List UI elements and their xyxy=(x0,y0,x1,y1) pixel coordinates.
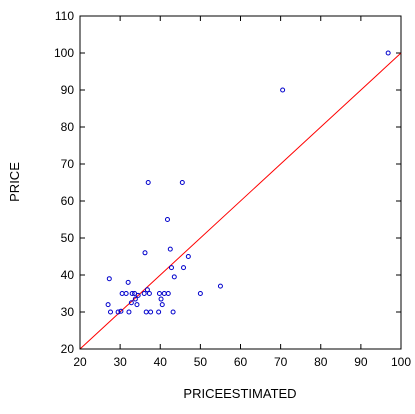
data-point xyxy=(105,302,111,308)
data-point xyxy=(181,265,187,271)
data-point xyxy=(146,291,152,296)
y-tick-label: 40 xyxy=(61,268,75,282)
y-tick-label: 90 xyxy=(61,83,75,97)
y-axis: 20 30 40 50 60 70 80 90 100 110 xyxy=(54,9,401,356)
y-tick-label: 60 xyxy=(61,194,75,208)
y-tick-label: 20 xyxy=(61,342,75,356)
data-point xyxy=(159,302,165,308)
data-point xyxy=(156,309,162,315)
y-axis-title: PRICE xyxy=(7,162,22,202)
data-point xyxy=(185,254,191,259)
data-point xyxy=(123,291,129,296)
data-point xyxy=(141,291,147,296)
data-point xyxy=(156,291,162,296)
data-point xyxy=(280,87,286,93)
data-point xyxy=(129,291,135,296)
data-point xyxy=(145,180,151,185)
plot-frame xyxy=(79,15,402,350)
x-tick-label: 60 xyxy=(234,355,248,369)
data-point xyxy=(119,291,125,296)
data-point xyxy=(161,291,167,296)
x-axis-title: PRICEESTIMATED xyxy=(183,386,296,401)
y-tick-label: 30 xyxy=(61,305,75,319)
x-tick-label: 20 xyxy=(73,355,87,369)
data-point xyxy=(167,246,173,252)
data-point xyxy=(385,50,391,56)
y-tick-label: 50 xyxy=(61,231,75,245)
data-point xyxy=(148,309,154,315)
data-point xyxy=(165,291,171,296)
data-point xyxy=(164,217,170,222)
x-tick-label: 50 xyxy=(194,355,208,369)
y-tick-label: 70 xyxy=(61,157,75,171)
data-point xyxy=(106,276,112,282)
x-tick-label: 70 xyxy=(274,355,288,369)
data-point xyxy=(170,309,176,315)
data-point xyxy=(168,265,174,271)
data-point xyxy=(134,302,140,308)
reference-line xyxy=(79,52,402,350)
data-point xyxy=(179,180,185,185)
data-point xyxy=(118,308,124,314)
data-points xyxy=(105,50,391,315)
x-tick-label: 100 xyxy=(391,355,411,369)
x-axis: 20 30 40 50 60 70 80 90 100 xyxy=(73,16,411,369)
data-point xyxy=(143,309,149,315)
data-point xyxy=(126,309,132,315)
y-tick-label: 110 xyxy=(55,9,74,23)
data-point xyxy=(171,274,177,280)
data-point xyxy=(125,279,131,285)
x-tick-label: 90 xyxy=(354,355,368,369)
data-point xyxy=(107,309,113,315)
data-point xyxy=(115,309,121,315)
x-tick-label: 40 xyxy=(154,355,168,369)
data-point xyxy=(142,250,148,256)
data-point xyxy=(128,300,134,306)
y-tick-label: 80 xyxy=(61,120,75,134)
data-point xyxy=(144,287,150,293)
data-point xyxy=(217,283,223,289)
data-point xyxy=(158,296,164,302)
y-tick-label: 100 xyxy=(54,46,74,60)
data-point xyxy=(197,291,203,296)
data-point xyxy=(132,296,138,302)
x-tick-label: 30 xyxy=(113,355,127,369)
x-tick-label: 80 xyxy=(314,355,328,369)
data-point xyxy=(135,292,141,298)
